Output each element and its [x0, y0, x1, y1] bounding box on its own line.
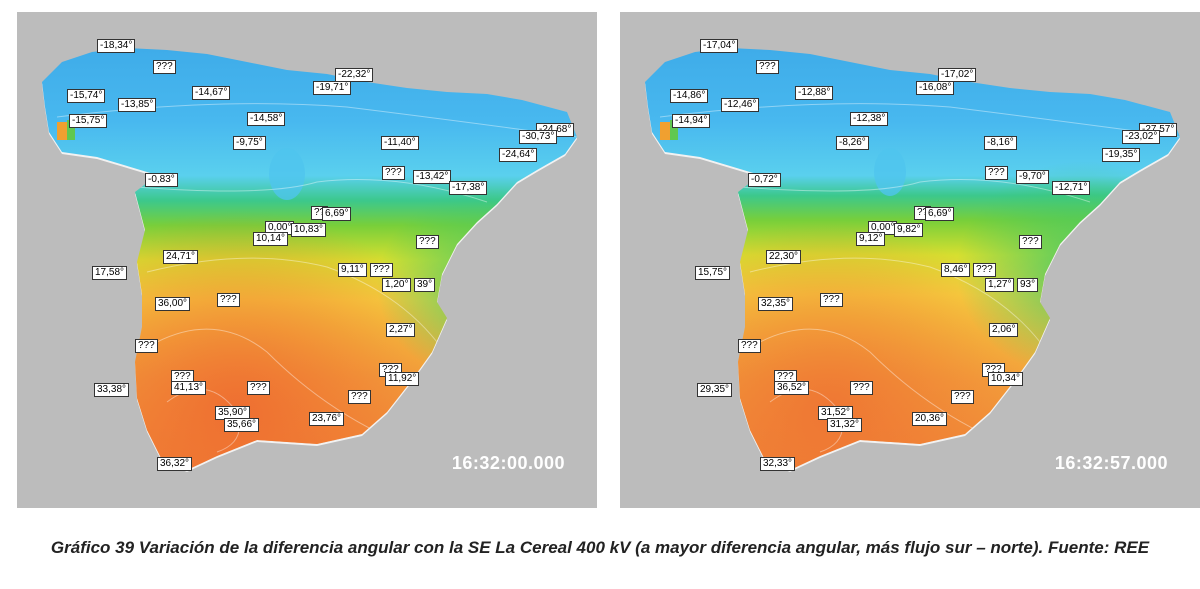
angle-label: 17,58° [92, 266, 128, 280]
iberia-heatmap-1 [42, 48, 577, 472]
angle-label: -0,72° [748, 173, 781, 187]
timestamp: 16:32:00.000 [451, 453, 565, 473]
angle-label: 6,69° [322, 207, 352, 221]
angle-label: 24,71° [163, 250, 199, 264]
angle-label: -13,42° [413, 170, 452, 184]
angle-label: 15,75° [695, 266, 731, 280]
timestamp: 16:32:57.000 [1054, 453, 1168, 473]
angle-label: 9,82° [894, 223, 924, 237]
angle-map-panel-2: -17,04° ??? -17,02° -16,08° -14,86° -12,… [620, 12, 1200, 508]
angle-label: ??? [370, 263, 393, 277]
angle-label: 35,66° [224, 418, 260, 432]
angle-label: 32,33° [760, 457, 796, 471]
angle-label: -14,67° [192, 86, 231, 100]
angle-label: 31,32° [827, 418, 863, 432]
angle-label: 2,27° [386, 323, 416, 337]
angle-label: ??? [820, 293, 843, 307]
angle-label: 9,12° [856, 232, 886, 246]
angle-label: -23,02° [1122, 130, 1161, 144]
angle-label: -19,35° [1102, 148, 1141, 162]
angle-label: ??? [217, 293, 240, 307]
angle-label: 93° [1017, 278, 1039, 292]
angle-label: -8,26° [836, 136, 869, 150]
angle-label: -12,88° [795, 86, 834, 100]
angle-label: 6,69° [925, 207, 955, 221]
angle-label: 1,27° [985, 278, 1015, 292]
angle-label: ??? [1019, 235, 1042, 249]
angle-label: -16,08° [916, 81, 955, 95]
angle-label: 2,06° [989, 323, 1019, 337]
angle-label: 39° [414, 278, 436, 292]
angle-label: -12,71° [1052, 181, 1091, 195]
iberia-heatmap-2 [645, 48, 1180, 472]
angle-label: 11,92° [385, 372, 420, 386]
angle-label: 9,11° [338, 263, 367, 277]
angle-label: ??? [348, 390, 371, 404]
angle-label: -0,83° [145, 173, 178, 187]
angle-label: ??? [135, 339, 158, 353]
angle-label: 29,35° [697, 383, 733, 397]
angle-label: -9,70° [1016, 170, 1049, 184]
angle-label: 10,83° [291, 223, 327, 237]
angle-label: -17,02° [938, 68, 977, 82]
angle-label: -17,38° [449, 181, 488, 195]
angle-label: -15,75° [69, 114, 108, 128]
angle-label: ??? [153, 60, 176, 74]
angle-label: 1,20° [382, 278, 412, 292]
angle-label: 22,30° [766, 250, 802, 264]
angle-label: 41,13° [171, 381, 207, 395]
angle-label: 23,76° [309, 412, 345, 426]
angle-label: ??? [985, 166, 1008, 180]
angle-label: 32,35° [758, 297, 794, 311]
angle-label: ??? [382, 166, 405, 180]
angle-label: ??? [973, 263, 996, 277]
angle-label: -14,86° [670, 89, 709, 103]
angle-label: 36,00° [155, 297, 191, 311]
angle-label: -24,64° [499, 148, 538, 162]
angle-label: -19,71° [313, 81, 352, 95]
angle-label: ??? [738, 339, 761, 353]
angle-label: -11,40° [381, 136, 419, 150]
angle-label: 8,46° [941, 263, 971, 277]
angle-label: 20,36° [912, 412, 948, 426]
angle-label: -12,38° [850, 112, 889, 126]
angle-label: ??? [247, 381, 270, 395]
angle-label: ??? [850, 381, 873, 395]
angle-label: -17,04° [700, 39, 739, 53]
angle-label: 36,32° [157, 457, 193, 471]
angle-label: ??? [951, 390, 974, 404]
angle-label: -15,74° [67, 89, 106, 103]
angle-label: -14,94° [672, 114, 711, 128]
angle-label: ??? [416, 235, 439, 249]
angle-label: -9,75° [233, 136, 266, 150]
figure-caption: Gráfico 39 Variación de la diferencia an… [50, 538, 1150, 557]
angle-label: -18,34° [97, 39, 136, 53]
angle-label: 33,38° [94, 383, 130, 397]
angle-label: -30,73° [519, 130, 558, 144]
angle-map-panel-1: -18,34° ??? -22,32° -19,71° -15,74° -13,… [17, 12, 597, 508]
angle-label: -12,46° [721, 98, 760, 112]
angle-label: -13,85° [118, 98, 157, 112]
angle-label: -8,16° [984, 136, 1017, 150]
angle-label: 36,52° [774, 381, 810, 395]
angle-label: -22,32° [335, 68, 374, 82]
angle-label: ??? [756, 60, 779, 74]
angle-label: 10,34° [988, 372, 1024, 386]
angle-label: 10,14° [253, 232, 289, 246]
angle-label: -14,58° [247, 112, 286, 126]
